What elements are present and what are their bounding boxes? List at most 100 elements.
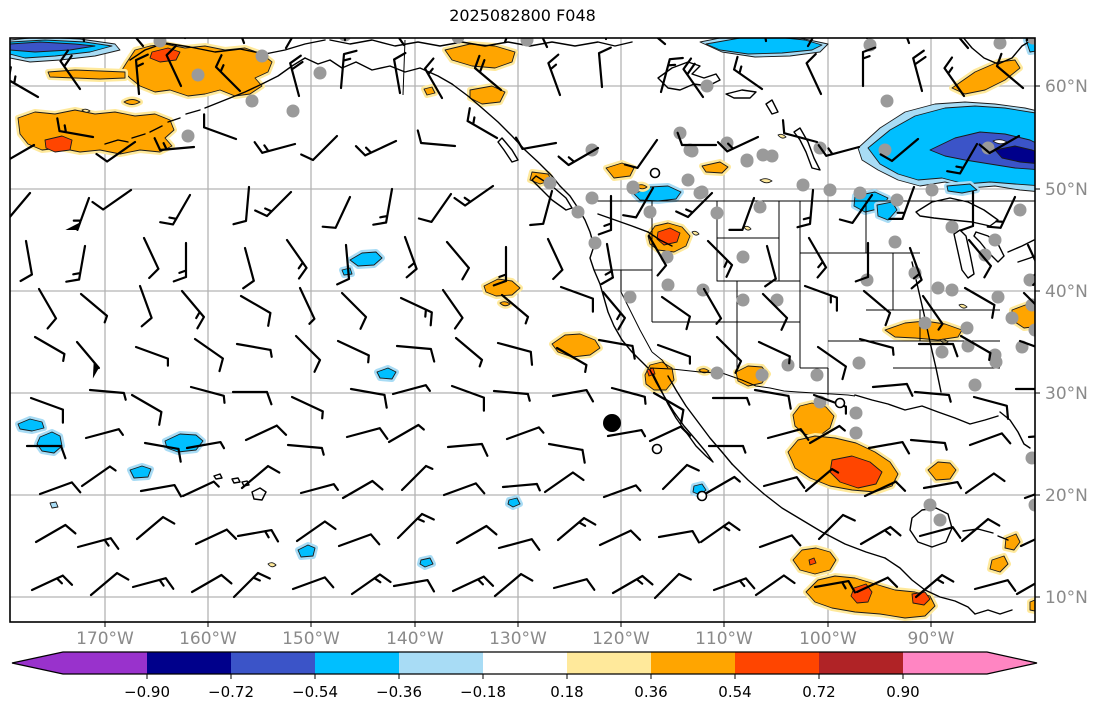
station-dot xyxy=(255,49,269,63)
colorbar-segment xyxy=(819,652,903,674)
lat-label: 20°N xyxy=(1045,486,1088,506)
wind-barb xyxy=(134,53,149,96)
wind-barb xyxy=(350,573,392,596)
wind-barb xyxy=(10,66,40,99)
lon-label: 90°W xyxy=(908,629,955,649)
wind-barb xyxy=(37,287,58,330)
coastline xyxy=(104,139,129,145)
wind-barb xyxy=(715,335,743,374)
wind-barb xyxy=(505,426,545,441)
station-dot xyxy=(852,356,866,370)
lat-label: 40°N xyxy=(1045,282,1088,302)
wind-barb xyxy=(446,442,489,457)
station-dot xyxy=(1028,498,1035,512)
wind-barb xyxy=(943,56,966,98)
contour-patch xyxy=(129,465,152,479)
contour-patch xyxy=(884,320,963,341)
wind-barb xyxy=(240,465,281,490)
coastline xyxy=(589,245,649,369)
station-dot xyxy=(520,38,534,47)
station-dot xyxy=(925,183,939,197)
wind-barb xyxy=(181,480,220,498)
station-dot xyxy=(880,94,894,108)
station-dot xyxy=(153,38,167,48)
wind-barb xyxy=(647,234,668,277)
station-dot xyxy=(960,321,974,335)
wind-barb xyxy=(138,284,153,328)
wind-barb xyxy=(417,192,453,223)
contour-patch xyxy=(47,69,126,80)
wind-barb xyxy=(423,57,444,100)
wind-barb xyxy=(500,293,530,325)
colorbar-segment xyxy=(399,652,483,674)
wind-barb xyxy=(190,573,233,594)
coastline xyxy=(953,229,975,279)
wind-barb xyxy=(761,292,789,331)
open-circle-marker xyxy=(696,490,708,502)
colorbar-arrow-left xyxy=(12,652,63,674)
wind-barb xyxy=(130,393,163,426)
wind-barb xyxy=(8,0,25,36)
wind-barb xyxy=(91,188,133,211)
colorbar-segment xyxy=(63,652,147,674)
contour-patch xyxy=(927,461,957,481)
wind-barb xyxy=(442,482,486,497)
wind-barb xyxy=(1014,387,1035,391)
station-dot xyxy=(681,173,695,187)
contour-patch xyxy=(777,133,787,139)
wind-barb xyxy=(964,472,1006,495)
station-dot xyxy=(989,355,1003,369)
wind-barb xyxy=(858,337,895,356)
wind-barb xyxy=(341,479,384,500)
wind-barb xyxy=(285,238,308,280)
wind-barb xyxy=(660,295,691,331)
wind-barb xyxy=(450,384,485,412)
wind-barb xyxy=(978,134,1021,155)
wind-barb xyxy=(244,424,288,442)
wind-barb xyxy=(597,46,612,89)
wind-barb xyxy=(805,52,823,96)
wind-barb xyxy=(1023,493,1035,500)
coastline xyxy=(185,109,201,115)
station-dot xyxy=(1023,273,1035,287)
wind-barb xyxy=(559,285,594,313)
lat-label: 60°N xyxy=(1045,77,1088,97)
contour-patch xyxy=(701,161,729,174)
contour-patch xyxy=(419,557,434,568)
wind-barb xyxy=(918,526,962,539)
wind-barb xyxy=(291,576,335,591)
contour-patch xyxy=(958,303,968,309)
station-dot xyxy=(740,153,754,167)
wind-barb xyxy=(392,579,436,593)
wind-barb xyxy=(604,38,608,41)
wind-barb xyxy=(968,432,1012,447)
station-dot xyxy=(626,180,640,194)
station-dot xyxy=(945,283,959,297)
contour-patch xyxy=(946,183,978,194)
wind-barb xyxy=(610,386,647,405)
station-dot xyxy=(673,126,687,140)
station-dot xyxy=(1028,323,1035,337)
station-dot xyxy=(695,185,709,199)
wind-barb xyxy=(657,530,701,544)
open-circle-marker xyxy=(651,443,663,455)
station-dot xyxy=(588,236,602,250)
wind-barb xyxy=(973,579,1017,592)
border-line xyxy=(402,39,406,96)
wind-barb xyxy=(597,338,636,360)
wind-barb xyxy=(813,580,857,594)
colorbar-tick-label: 0.90 xyxy=(886,683,919,701)
coastline xyxy=(915,197,999,227)
wind-barb xyxy=(340,291,368,330)
contour-patch xyxy=(483,278,521,297)
wind-barb xyxy=(10,143,36,161)
wind-barb xyxy=(253,141,297,154)
coastline xyxy=(793,127,821,171)
wind-barb xyxy=(867,441,911,455)
wind-barb xyxy=(455,524,498,545)
border-line xyxy=(620,291,653,353)
wind-barb xyxy=(399,296,433,327)
wind-barb xyxy=(56,117,95,139)
wind-barb xyxy=(648,425,692,443)
